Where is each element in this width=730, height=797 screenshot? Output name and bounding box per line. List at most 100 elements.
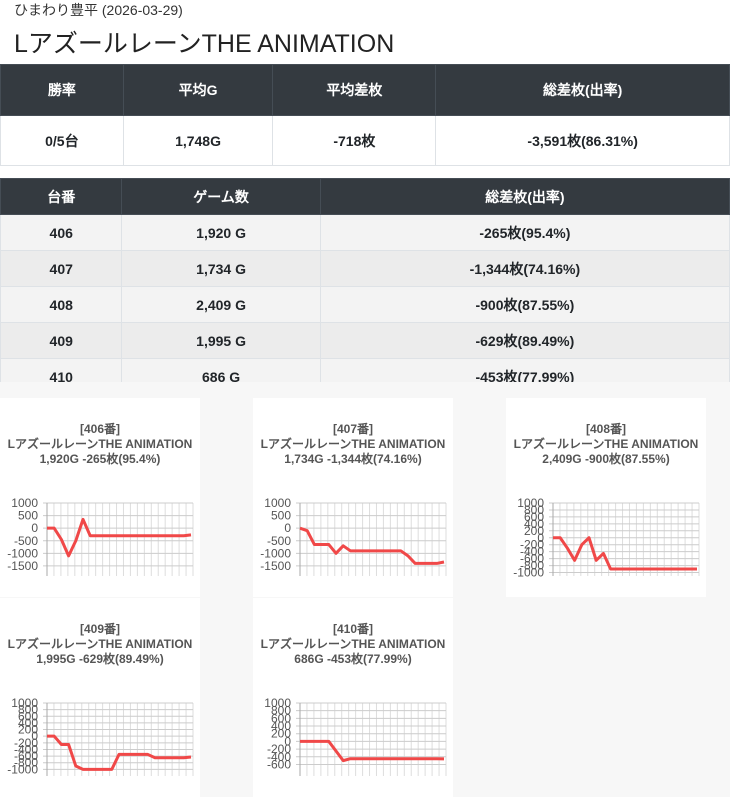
y-tick-label: 0 xyxy=(284,734,291,748)
table-cell: 407 xyxy=(0,250,123,287)
chart-title: LアズールレーンTHE ANIMATION xyxy=(261,436,446,451)
header-row: 勝率 平均G 平均差枚 総差枚(出率) xyxy=(0,64,730,116)
y-tick-label: 600 xyxy=(271,711,291,725)
column-header: 総差枚(出率) xyxy=(319,178,730,215)
y-tick-label: -500 xyxy=(14,534,38,548)
y-tick-label: 1000 xyxy=(11,696,38,710)
table-cell: 1,995 G xyxy=(121,322,321,359)
y-tick-label: 800 xyxy=(524,503,544,517)
y-tick-label: 600 xyxy=(524,510,544,524)
y-tick-label: 0 xyxy=(537,531,544,545)
table-cell: -1,344枚(74.16%) xyxy=(319,250,730,287)
store-label: ひまわり豊平 (2026-03-29) xyxy=(14,2,183,18)
table-cell: -718枚 xyxy=(272,115,437,166)
chart-title: [406番] xyxy=(80,421,120,436)
table-cell: 1,748G xyxy=(122,115,274,166)
y-tick-label: -1000 xyxy=(260,546,291,560)
y-tick-label: 0 xyxy=(31,729,38,743)
summary-table: 勝率 平均G 平均差枚 総差枚(出率) 0/5台 1,748G -718枚 -3,591枚(8… xyxy=(0,64,730,166)
data-line xyxy=(553,536,697,571)
y-tick-label: 200 xyxy=(18,723,38,737)
y-tick-label: 400 xyxy=(524,517,544,531)
column-header: 台番 xyxy=(0,178,123,215)
y-tick-label: 1000 xyxy=(517,496,544,510)
column-header: ゲーム数 xyxy=(121,178,321,215)
table-row: 408 2,409 G -900枚(87.55%) xyxy=(0,286,730,323)
y-tick-label: -1000 xyxy=(513,566,544,580)
column-header: 平均差枚 xyxy=(272,64,437,116)
chart-title: [408番] xyxy=(586,421,626,436)
chart-title: 1,995G -629枚(89.49%) xyxy=(36,651,163,666)
table-cell: 409 xyxy=(0,322,123,359)
page-title: LアズールレーンTHE ANIMATION xyxy=(14,30,395,58)
y-tick-label: -800 xyxy=(520,559,544,573)
y-tick-label: -400 xyxy=(14,742,38,756)
chart-area: [406番] LアズールレーンTHE ANIMATION 1,920G -265枚(… xyxy=(0,382,730,797)
y-tick-label: 800 xyxy=(18,703,38,717)
data-line xyxy=(299,526,445,565)
table-cell: 406 xyxy=(0,214,123,251)
y-tick-label: 800 xyxy=(271,704,291,718)
chart-title: 686G -453枚(77.99%) xyxy=(294,651,411,666)
table-cell: 2,409 G xyxy=(121,286,321,323)
table-cell: -3,591枚(86.31%) xyxy=(435,115,730,166)
y-tick-label: -600 xyxy=(520,552,544,566)
y-tick-label: -500 xyxy=(267,534,291,548)
table-row: 0/5台 1,748G -718枚 -3,591枚(86.31%) xyxy=(0,115,730,166)
y-tick-label: -400 xyxy=(267,750,291,764)
table-cell: 0/5台 xyxy=(0,115,124,166)
y-tick-label: -1000 xyxy=(7,546,38,560)
chart-title: [410番] xyxy=(333,621,373,636)
chart-title: LアズールレーンTHE ANIMATION xyxy=(8,436,193,451)
table-cell: 408 xyxy=(0,286,123,323)
chart-title: 1,734G -1,344枚(74.16%) xyxy=(284,451,421,466)
y-tick-label: 0 xyxy=(284,521,291,535)
y-tick-label: -200 xyxy=(267,742,291,756)
chart-title: [409番] xyxy=(80,621,120,636)
table-cell: -629枚(89.49%) xyxy=(319,322,730,359)
y-tick-label: -600 xyxy=(14,749,38,763)
table-cell: -900枚(87.55%) xyxy=(319,286,730,323)
y-tick-label: 200 xyxy=(524,524,544,538)
table-cell: -265枚(95.4%) xyxy=(319,214,730,251)
y-tick-label: 0 xyxy=(31,521,38,535)
y-tick-label: -1500 xyxy=(7,559,38,573)
data-line xyxy=(47,734,192,771)
table-cell: 1,734 G xyxy=(121,250,321,287)
data-line xyxy=(300,739,445,763)
y-tick-label: 1000 xyxy=(264,696,291,710)
y-tick-label: 1000 xyxy=(264,496,291,510)
column-header: 勝率 xyxy=(0,64,124,116)
data-line xyxy=(47,517,192,558)
header-row: 台番 ゲーム数 総差枚(出率) xyxy=(0,178,730,215)
y-tick-label: -200 xyxy=(520,538,544,552)
column-header: 平均G xyxy=(122,64,274,116)
table-row: 407 1,734 G -1,344枚(74.16%) xyxy=(0,250,730,287)
y-tick-label: -1000 xyxy=(7,762,38,776)
chart-title: LアズールレーンTHE ANIMATION xyxy=(261,636,446,651)
chart-title: [407番] xyxy=(333,421,373,436)
machine-table: 台番 ゲーム数 総差枚(出率) 406 1,920 G -265枚(95.4%) 407 1,… xyxy=(0,178,730,395)
chart-title: 2,409G -900枚(87.55%) xyxy=(542,451,669,466)
y-tick-label: 600 xyxy=(18,709,38,723)
table-row: 406 1,920 G -265枚(95.4%) xyxy=(0,214,730,251)
y-tick-label: -200 xyxy=(14,736,38,750)
table-cell: 1,920 G xyxy=(121,214,321,251)
y-tick-label: 400 xyxy=(18,716,38,730)
chart-title: LアズールレーンTHE ANIMATION xyxy=(8,636,193,651)
column-header: 総差枚(出率) xyxy=(435,64,730,116)
y-tick-label: -1500 xyxy=(260,559,291,573)
table-row: 409 1,995 G -629枚(89.49%) xyxy=(0,322,730,359)
y-tick-label: -800 xyxy=(14,756,38,770)
y-tick-label: 200 xyxy=(271,727,291,741)
y-tick-label: -400 xyxy=(520,545,544,559)
y-tick-label: 400 xyxy=(271,719,291,733)
y-tick-label: 500 xyxy=(18,509,38,523)
chart-title: LアズールレーンTHE ANIMATION xyxy=(514,436,699,451)
